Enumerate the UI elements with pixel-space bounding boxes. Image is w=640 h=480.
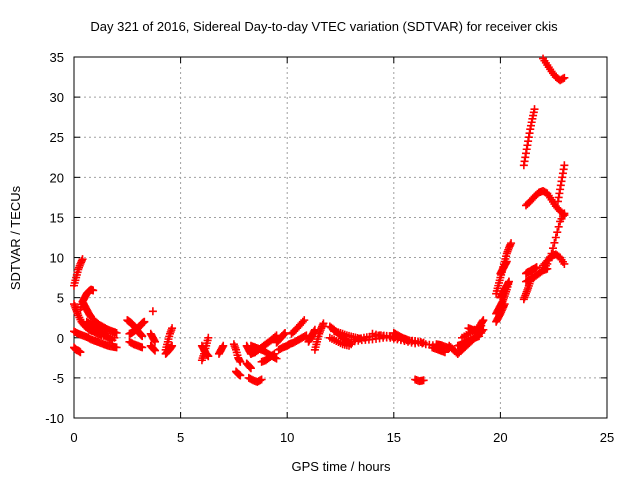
data-point-marker: [419, 338, 428, 347]
data-point-marker: [219, 341, 228, 350]
data-point-marker: [168, 324, 177, 333]
data-point-marker: [407, 338, 416, 347]
y-tick-label: 35: [50, 50, 64, 65]
data-point-marker: [551, 233, 560, 242]
data-point-marker: [236, 371, 245, 380]
data-point-marker: [300, 316, 309, 325]
data-point-marker: [477, 328, 486, 337]
data-point-marker: [504, 277, 513, 286]
data-point-marker: [138, 343, 147, 352]
data-point-marker: [547, 249, 556, 258]
x-tick-label: 15: [387, 430, 401, 445]
data-point-marker: [76, 348, 85, 357]
data-point-marker: [530, 105, 539, 114]
x-tick-label: 25: [600, 430, 614, 445]
axis-ticks: 0 5 10 15 20 25 -10 -5 0 5 10 15 20 25 30 35: [45, 50, 614, 445]
data-point-marker: [554, 222, 563, 231]
data-point-marker: [270, 349, 279, 358]
data-point-marker: [379, 332, 388, 341]
data-point-marker: [89, 286, 98, 295]
data-point-marker: [386, 333, 395, 342]
plot-frame: [73, 56, 608, 419]
data-point-marker: [507, 239, 516, 248]
y-tick-label: 0: [57, 331, 64, 346]
data-point-marker: [479, 316, 488, 325]
data-point-marker: [546, 253, 555, 262]
data-point-marker: [319, 319, 328, 328]
grid-lines: [74, 57, 607, 418]
data-point-marker: [560, 73, 569, 82]
data-point-marker: [108, 336, 117, 345]
data-point-marker: [372, 330, 381, 339]
data-point-marker: [368, 329, 377, 338]
data-point-marker: [246, 364, 255, 373]
data-point-marker: [375, 331, 384, 340]
data-point-marker: [550, 238, 559, 247]
data-point-marker: [256, 376, 265, 385]
x-axis-label: GPS time / hours: [292, 459, 391, 474]
data-point-marker: [419, 376, 428, 385]
y-tick-label: -5: [52, 371, 64, 386]
data-point-marker: [382, 332, 391, 341]
data-point-marker: [151, 337, 160, 346]
y-tick-label: 30: [50, 90, 64, 105]
x-tick-label: 10: [280, 430, 294, 445]
y-tick-label: 10: [50, 251, 64, 266]
data-point-marker: [138, 332, 147, 341]
data-point-marker: [558, 74, 567, 83]
data-point-marker: [553, 228, 562, 237]
x-tick-label: 0: [70, 430, 77, 445]
data-point-marker: [560, 259, 569, 268]
data-point-marker: [543, 259, 552, 268]
data-point-marker: [112, 343, 121, 352]
data-point-marker: [272, 354, 281, 363]
data-point-marker: [502, 257, 511, 266]
data-point-marker: [345, 341, 354, 350]
y-tick-label: -10: [45, 411, 64, 426]
data-point-marker: [148, 307, 157, 316]
data-point-marker: [204, 333, 213, 342]
data-point-marker: [298, 317, 307, 326]
x-tick-label: 5: [177, 430, 184, 445]
data-point-marker: [500, 300, 509, 309]
y-axis-label: SDTVAR / TECUs: [8, 185, 23, 290]
y-tick-label: 20: [50, 170, 64, 185]
data-point-marker: [140, 317, 149, 326]
y-tick-label: 15: [50, 210, 64, 225]
data-point-marker: [411, 339, 420, 348]
data-point-marker: [257, 375, 266, 384]
y-tick-label: 5: [57, 291, 64, 306]
chart-title: Day 321 of 2016, Sidereal Day-to-day VTE…: [90, 19, 558, 34]
data-point-marker: [532, 263, 541, 272]
data-point-marker: [560, 161, 569, 170]
data-point-marker: [544, 256, 553, 265]
data-point-marker: [106, 335, 115, 344]
data-point-marker: [548, 244, 557, 253]
data-point-marker: [418, 339, 427, 348]
data-point-marker: [281, 328, 290, 337]
data-point-marker: [268, 350, 277, 359]
data-point-marker: [204, 352, 213, 361]
y-tick-label: 25: [50, 130, 64, 145]
x-tick-label: 20: [493, 430, 507, 445]
data-points: [70, 54, 569, 386]
data-point-marker: [112, 328, 121, 337]
data-point-marker: [236, 357, 245, 366]
data-point-marker: [78, 255, 87, 264]
data-point-marker: [560, 209, 569, 218]
data-point-marker: [151, 346, 160, 355]
data-point-marker: [402, 335, 411, 344]
data-point-marker: [168, 341, 177, 350]
